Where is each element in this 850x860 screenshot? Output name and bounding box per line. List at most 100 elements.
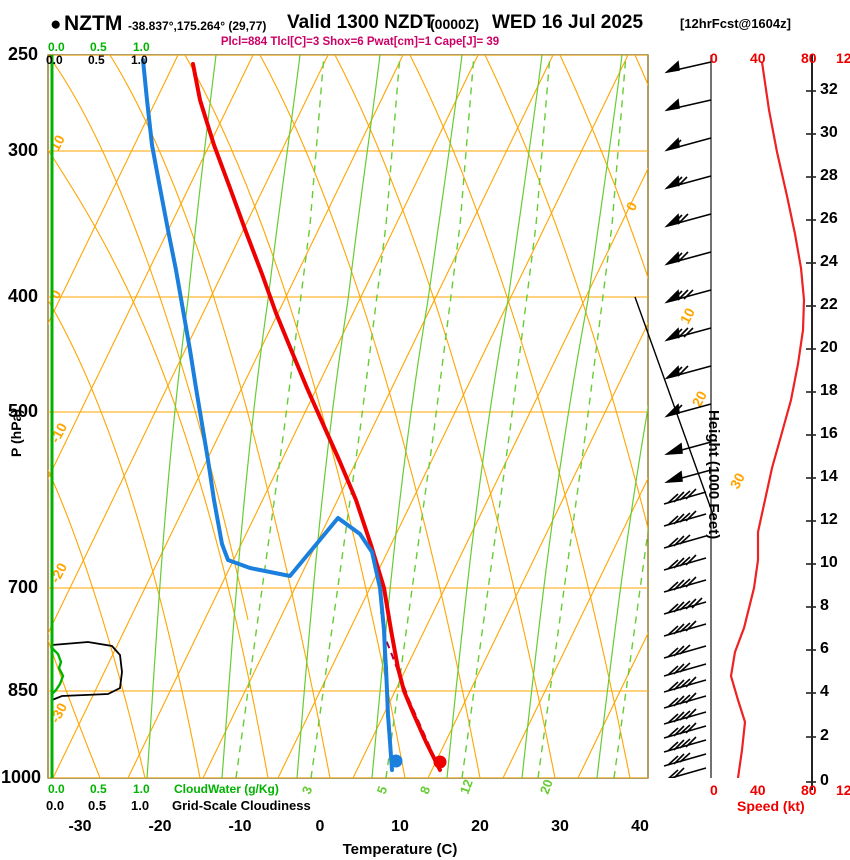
svg-text:10: 10 <box>47 132 69 153</box>
speed-tick-top-40: 40 <box>750 50 766 66</box>
station-coords: -38.837°,175.264° (29,77) <box>128 19 267 33</box>
speed-tick-top-120: 120 <box>836 50 850 66</box>
wind-barb <box>663 510 707 527</box>
speed-tick-top-0: 0 <box>710 50 718 66</box>
wind-barb <box>664 469 712 483</box>
height-tick-28: 28 <box>820 167 838 184</box>
dewpoint-profile <box>141 58 394 772</box>
height-tick-0: 0 <box>820 772 829 789</box>
svg-text:20: 20 <box>689 388 711 409</box>
wind-barb <box>664 365 712 380</box>
cloudiness-tick-1: 0.5 <box>88 53 105 67</box>
mixing-ratio-lines <box>235 55 648 778</box>
speed-tick-bot-40: 40 <box>750 782 766 798</box>
wind-barb <box>664 60 712 74</box>
station-dot-icon: ● <box>50 14 62 35</box>
cloudwater-tick-b0: 0.0 <box>48 782 65 796</box>
surface-dewpoint-marker <box>389 754 403 768</box>
svg-text:10: 10 <box>677 305 699 326</box>
height-tick-24: 24 <box>820 253 838 270</box>
temp-tick--10: -10 <box>228 818 252 835</box>
cloudiness-tick-b2: 1.0 <box>131 798 150 813</box>
svg-text:-30: -30 <box>47 700 71 726</box>
speed-tick-top-80: 80 <box>801 50 817 66</box>
pressure-axis-label: P (hPa) <box>8 409 24 457</box>
wind-barb <box>663 692 707 709</box>
grid-scale-cloudiness-profile <box>51 641 123 701</box>
temp-tick--30: -30 <box>68 818 92 835</box>
wind-barb <box>663 708 707 725</box>
wind-barb <box>663 736 707 753</box>
cloudiness-tick-0: 0.0 <box>46 53 63 67</box>
valid-time: Valid 1300 NZDT <box>287 12 435 33</box>
isotherm-labels-left: 10 0 -10 -20 -30 <box>47 132 71 725</box>
wind-speed-profile <box>729 61 806 778</box>
cloudwater-tick-1: 0.5 <box>90 40 107 54</box>
svg-text:0: 0 <box>623 199 641 214</box>
wind-barb <box>663 576 707 593</box>
svg-text:0: 0 <box>47 287 65 302</box>
plot-frame <box>47 54 649 779</box>
temp-tick--20: -20 <box>148 818 172 835</box>
temperature-axis-label: Temperature (C) <box>342 841 458 858</box>
isotherm-labels-right: 0 10 20 30 <box>623 199 749 492</box>
wind-barb <box>663 722 707 739</box>
wind-barbs <box>663 60 712 778</box>
height-tick-10: 10 <box>820 554 838 571</box>
svg-text:8: 8 <box>417 784 434 796</box>
svg-text:30: 30 <box>727 470 749 491</box>
header: ● NZTM -38.837°,175.264° (29,77) Valid 1… <box>0 12 850 40</box>
cloudwater-tick-b2: 1.0 <box>133 782 150 796</box>
height-tick-4: 4 <box>820 683 829 700</box>
cloud-water-profile <box>50 647 65 740</box>
wind-barb <box>663 676 707 693</box>
temp-tick-10: 10 <box>391 818 409 835</box>
svg-text:3: 3 <box>299 784 316 796</box>
height-tick-14: 14 <box>820 468 838 485</box>
pressure-tick-700: 700 <box>8 577 39 597</box>
isobar-lines <box>48 55 648 778</box>
cloudwater-legend-label: CloudWater (g/Kg) <box>174 782 279 796</box>
wind-barb <box>663 534 707 549</box>
pressure-tick-500: 500 <box>8 401 39 421</box>
wind-barb <box>663 597 707 615</box>
temp-tick-40: 40 <box>631 818 649 835</box>
wind-barb <box>664 403 712 418</box>
wind-barb <box>663 620 707 637</box>
wind-barb <box>663 488 707 505</box>
height-tick-30: 30 <box>820 124 838 141</box>
mixing-ratio-labels: 3 5 8 12 20 <box>299 777 556 796</box>
svg-text:12: 12 <box>457 777 476 796</box>
pressure-tick-300: 300 <box>8 140 39 160</box>
svg-text:5: 5 <box>374 784 391 796</box>
svg-text:20: 20 <box>537 777 556 796</box>
wind-barb <box>664 137 712 152</box>
svg-text:-20: -20 <box>47 560 71 586</box>
temperature-profile <box>191 62 442 772</box>
cloudwater-tick-2: 1.0 <box>133 40 150 54</box>
speed-tick-bot-0: 0 <box>710 782 718 798</box>
wind-barb <box>664 175 712 190</box>
height-tick-20: 20 <box>820 339 838 356</box>
cloudiness-tick-b0: 0.0 <box>46 798 65 813</box>
height-tick-2: 2 <box>820 727 829 744</box>
cloudwater-tick-0: 0.0 <box>48 40 65 54</box>
moist-adiabat-lines <box>146 55 648 778</box>
dry-adiabat-lines <box>48 55 648 778</box>
utc-time: (0000Z) <box>430 16 480 32</box>
pressure-tick-1000: 1000 <box>1 767 42 787</box>
height-tick-18: 18 <box>820 382 838 399</box>
valid-date: WED 16 Jul 2025 <box>492 12 644 33</box>
height-tick-16: 16 <box>820 425 838 442</box>
temp-tick-30: 30 <box>551 818 569 835</box>
height-tick-32: 32 <box>820 81 838 98</box>
height-tick-8: 8 <box>820 597 829 614</box>
temp-tick-0: 0 <box>315 818 325 835</box>
wind-barb <box>664 98 712 112</box>
pressure-tick-850: 850 <box>8 680 39 700</box>
height-tick-26: 26 <box>820 210 838 227</box>
temp-tick-20: 20 <box>471 818 489 835</box>
wind-barb <box>663 554 707 571</box>
speed-tick-bot-120: 120 <box>836 782 850 798</box>
